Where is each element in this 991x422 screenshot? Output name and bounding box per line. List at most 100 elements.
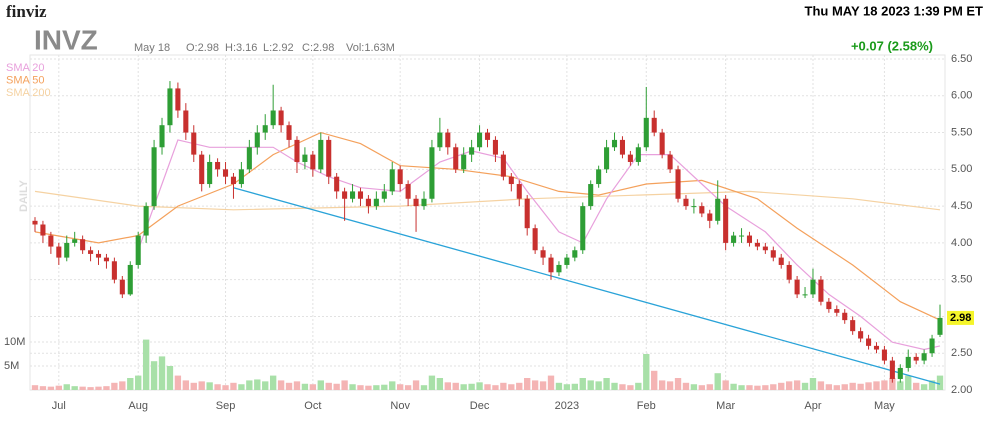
volume-bar — [762, 385, 769, 390]
candle-body — [159, 125, 165, 148]
candle-body — [596, 169, 602, 185]
volume-bar — [881, 380, 888, 390]
candle-body — [381, 191, 387, 199]
candle-body — [342, 191, 348, 199]
x-tick-label: May — [874, 400, 895, 412]
candle-body — [445, 132, 451, 148]
volume-bar — [246, 380, 253, 390]
volume-bar — [238, 384, 245, 390]
candle-body — [40, 224, 46, 236]
candle-body — [540, 250, 546, 258]
volume-bar — [63, 384, 70, 390]
candle-body — [643, 117, 649, 148]
volume-bar — [198, 381, 205, 390]
candle-body — [913, 356, 919, 361]
volume-bar — [389, 381, 396, 390]
volume-bar — [404, 385, 412, 390]
x-tick-label: Feb — [637, 400, 656, 412]
candle-body — [477, 132, 483, 148]
volume-bar — [484, 384, 491, 390]
candle-body — [738, 235, 745, 237]
low: L:2.92 — [263, 42, 294, 54]
volume-bar — [142, 339, 150, 390]
volume-bar — [436, 378, 444, 390]
volume-bar — [825, 384, 833, 390]
candle-body — [778, 257, 784, 265]
volume-bar — [349, 384, 356, 390]
volume-bar — [857, 383, 864, 390]
volume-bar — [87, 387, 94, 390]
x-tick-label: Aug — [128, 400, 148, 412]
candle-body — [881, 349, 887, 361]
volume-bar — [365, 385, 372, 390]
volume-bar — [373, 385, 380, 390]
volume-bar — [579, 378, 586, 390]
volume-bar — [714, 373, 721, 390]
candle-body — [397, 169, 403, 185]
candle-body — [572, 250, 578, 258]
candle-body — [254, 132, 260, 148]
candle-body — [556, 264, 562, 273]
candle-body — [691, 206, 697, 208]
volume-bar — [666, 381, 674, 390]
candle-body — [858, 331, 864, 339]
volume-bar — [547, 375, 555, 390]
change: +0.07 (2.58%) — [851, 38, 933, 53]
candle-body — [897, 367, 903, 379]
x-tick-label: Sep — [216, 400, 236, 412]
candle-body — [905, 356, 911, 368]
candle-body — [611, 139, 618, 148]
candle-body — [222, 169, 229, 177]
close: C:2.98 — [302, 42, 334, 54]
volume-bar — [516, 382, 523, 390]
candle-body — [278, 110, 284, 126]
candle-body — [350, 191, 356, 199]
candle-body — [770, 250, 776, 258]
volume-bar — [222, 385, 229, 390]
volume-bar — [357, 385, 364, 390]
volume-bar — [127, 378, 134, 390]
volume-bar — [79, 386, 86, 390]
volume-bar — [905, 375, 912, 390]
volume-bar — [341, 380, 348, 390]
candle-body — [405, 184, 411, 199]
volume-bar — [309, 384, 317, 390]
candle-body — [667, 154, 673, 170]
volume-bar — [603, 378, 610, 390]
volume-bar — [801, 382, 809, 390]
candle-body — [95, 253, 102, 258]
candle-body — [723, 198, 729, 243]
volume-bar — [444, 382, 451, 390]
volume-bar — [539, 381, 547, 390]
volume-bar — [674, 378, 682, 390]
volume-bar — [865, 382, 872, 390]
candle-body — [413, 198, 419, 207]
candle-body — [48, 235, 54, 247]
volume-bar — [833, 385, 840, 390]
volume-tick-label: 10M — [4, 336, 25, 348]
candle-body — [246, 147, 252, 170]
candle-body — [659, 132, 665, 155]
logo[interactable]: finviz — [6, 2, 47, 21]
volume-bar — [206, 382, 213, 390]
volume-bar — [531, 380, 539, 390]
candle-body — [357, 191, 364, 199]
volume-bar — [793, 380, 801, 390]
candle-body — [802, 294, 808, 296]
candle-body — [80, 239, 86, 251]
volume-bar — [166, 366, 174, 390]
x-tick-label: Oct — [304, 400, 321, 412]
x-tick-label: 2023 — [555, 400, 579, 412]
candle-body — [580, 206, 586, 251]
bar-date: May 18 — [134, 42, 170, 54]
candle-body — [111, 261, 117, 280]
candle-body — [492, 139, 498, 155]
volume-bar — [428, 375, 436, 390]
y-tick-label: 4.50 — [951, 200, 972, 212]
volume-bar — [920, 384, 928, 390]
candle-body — [230, 176, 237, 185]
sma-line — [137, 139, 941, 351]
candle-body — [88, 250, 94, 254]
volume-bar — [317, 380, 324, 390]
candle-body — [564, 257, 570, 265]
